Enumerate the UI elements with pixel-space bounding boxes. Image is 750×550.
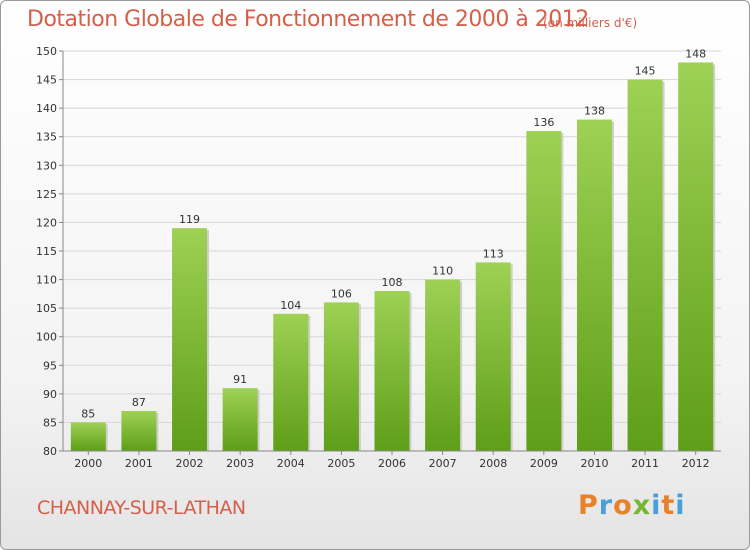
bar [576,119,612,452]
x-tick-label: 2004 [277,457,305,470]
y-tick-label: 115 [36,245,57,258]
bar-value-label: 113 [483,247,504,260]
bar-value-label: 110 [432,265,453,278]
bar-value-label: 108 [382,276,403,289]
logo-letter: t [661,490,676,521]
chart-title: Dotation Globale de Fonctionnement de 20… [27,7,589,32]
proxiti-logo[interactable]: Proxiti [578,490,686,521]
x-tick-label: 2006 [378,457,406,470]
x-tick-label: 2008 [479,457,507,470]
x-tick-label: 2000 [74,457,102,470]
bar [70,422,106,451]
x-tick-label: 2012 [682,457,710,470]
logo-letter: o [613,490,633,521]
logo-letter: r [598,490,614,521]
y-tick-label: 105 [36,302,57,315]
bar-value-label: 106 [331,287,352,300]
x-tick-label: 2009 [530,457,558,470]
x-tick-label: 2005 [327,457,355,470]
logo-letter: i [675,490,686,521]
axes: 80 85 90 95 100 105 110 115 120 125 130 135 140 145 15… [36,45,721,470]
bar [475,262,511,451]
bar [323,302,359,451]
logo-letter: x [632,490,652,521]
bar-value-label: 91 [233,373,247,386]
x-tick-label: 2003 [226,457,254,470]
x-tick-label: 2002 [176,457,204,470]
bar [526,131,562,451]
y-tick-label: 135 [36,131,57,144]
x-tick-label: 2001 [125,457,153,470]
y-tick-label: 145 [36,74,57,87]
bar [121,411,157,451]
y-tick-label: 95 [43,359,57,372]
bar [374,291,410,451]
y-tick-label: 130 [36,159,57,172]
bar-value-label: 85 [81,407,95,420]
bar [425,279,461,451]
y-tick-label: 100 [36,331,57,344]
bar-value-label: 145 [635,65,656,78]
bar-value-label: 119 [179,213,200,226]
bar [273,313,309,451]
bar-value-label: 104 [280,299,301,312]
y-tick-label: 140 [36,102,57,115]
x-tick-label: 2010 [580,457,608,470]
logo-letter: i [651,490,662,521]
bar-value-label: 138 [584,105,605,118]
x-tick-label: 2007 [429,457,457,470]
bars: 85 87 119 91 104 106 108 110 113 136 138 145 148 [70,47,716,452]
y-tick-label: 120 [36,216,57,229]
city-name: CHANNAY-SUR-LATHAN [37,497,246,519]
y-tick-label: 85 [43,416,57,429]
y-tick-label: 110 [36,274,57,287]
bar-value-label: 136 [533,116,554,129]
bar-value-label: 148 [685,47,706,60]
bar [222,388,258,451]
y-tick-label: 150 [36,45,57,58]
y-tick-label: 80 [43,445,57,458]
y-tick-label: 125 [36,188,57,201]
bar-value-label: 87 [132,396,146,409]
x-tick-label: 2011 [631,457,659,470]
y-tick-label: 90 [43,388,57,401]
bar [172,228,208,451]
bar [678,62,714,452]
chart-subtitle: (en milliers d'€) [543,16,638,30]
bar [627,79,663,452]
logo-letter: P [578,490,599,521]
